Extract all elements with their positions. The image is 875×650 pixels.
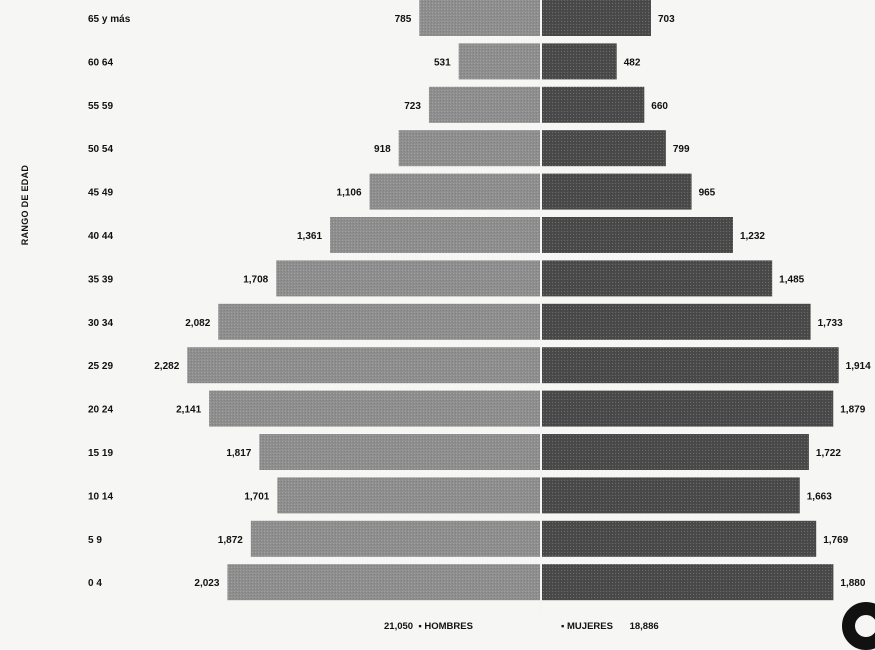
bar-mujeres-texture [542, 130, 666, 167]
bar-hombres-texture [187, 347, 541, 384]
tick-label: 5 9 [88, 535, 102, 546]
tick-label: 65 y más [88, 14, 131, 25]
bar-hombres-texture [428, 86, 540, 123]
legend-mujeres-swatch: ▪ [561, 621, 565, 632]
population-pyramid-chart: 65 y más 785 703 60 64 531 482 55 59 723 660 50 5… [88, 0, 872, 601]
legend-hombres-swatch: ▪ [415, 621, 422, 632]
data-label-mujeres: 1,914 [846, 361, 871, 372]
bar-hombres-texture [277, 477, 540, 514]
bar-mujeres-texture [542, 390, 834, 427]
data-label-mujeres: 799 [673, 144, 690, 155]
data-label-hombres: 1,708 [243, 274, 268, 285]
tick-label: 55 59 [88, 101, 113, 112]
bar-mujeres-texture [542, 477, 800, 514]
legend-hombres-label: HOMBRES [424, 621, 473, 632]
data-label-mujeres: 660 [651, 101, 668, 112]
bar-hombres-texture [227, 564, 540, 601]
bar-hombres-texture [276, 260, 540, 297]
tick-label: 35 39 [88, 274, 113, 285]
data-label-hombres: 785 [395, 14, 412, 25]
bar-mujeres-texture [542, 0, 651, 36]
data-label-hombres: 1,701 [244, 491, 269, 502]
tick-label: 45 49 [88, 188, 113, 199]
bar-mujeres-texture [542, 43, 617, 80]
bar-mujeres-texture [542, 303, 811, 340]
bar-hombres-texture [458, 43, 540, 80]
data-label-mujeres: 1,769 [823, 535, 848, 546]
tick-label: 0 4 [88, 578, 102, 589]
legend-mujeres-label: MUJERES [567, 621, 613, 632]
data-label-hombres: 2,282 [154, 361, 179, 372]
data-label-mujeres: 1,722 [816, 448, 841, 459]
data-label-mujeres: 1,663 [807, 491, 832, 502]
bar-mujeres-texture [542, 520, 817, 557]
tick-label: 40 44 [88, 231, 113, 242]
bar-hombres-texture [218, 303, 541, 340]
legend-hombres: 21,050 ▪ HOMBRES [384, 621, 473, 632]
tick-label: 25 29 [88, 361, 113, 372]
bar-mujeres-texture [542, 173, 692, 210]
bar-hombres-texture [330, 217, 540, 253]
bar-hombres-texture [419, 0, 540, 36]
tick-label: 20 24 [88, 405, 113, 416]
tick-label: 10 14 [88, 491, 113, 502]
data-label-mujeres: 1,485 [779, 274, 804, 285]
data-label-hombres: 1,361 [297, 231, 322, 242]
data-label-hombres: 1,817 [226, 448, 251, 459]
data-label-hombres: 918 [374, 144, 391, 155]
bar-mujeres-texture [542, 260, 773, 297]
data-label-hombres: 1,106 [337, 188, 362, 199]
bar-hombres-texture [209, 390, 540, 427]
bar-hombres-texture [398, 130, 540, 167]
tick-label: 50 54 [88, 144, 113, 155]
data-label-hombres: 2,141 [176, 405, 201, 416]
data-label-mujeres: 965 [699, 188, 716, 199]
bar-mujeres-texture [542, 347, 839, 384]
data-label-mujeres: 703 [658, 14, 675, 25]
data-label-hombres: 723 [404, 101, 421, 112]
y-axis-label: RANGO DE EDAD [20, 164, 30, 246]
bar-hombres-texture [259, 434, 540, 470]
tick-label: 60 64 [88, 57, 113, 68]
data-label-mujeres: 482 [624, 57, 641, 68]
data-label-hombres: 2,082 [185, 318, 210, 329]
bar-mujeres-texture [542, 434, 809, 470]
tick-label: 15 19 [88, 448, 113, 459]
data-label-mujeres: 1,733 [818, 318, 843, 329]
data-label-hombres: 2,023 [194, 578, 219, 589]
data-label-mujeres: 1,879 [840, 405, 865, 416]
legend-hombres-total: 21,050 [384, 621, 414, 632]
bar-mujeres-texture [542, 217, 733, 253]
data-label-hombres: 531 [434, 57, 451, 68]
bar-hombres-texture [369, 173, 540, 210]
legend-mujeres: ▪ MUJERES 18,886 [561, 621, 659, 632]
data-label-hombres: 1,872 [218, 535, 243, 546]
bar-mujeres-texture [542, 86, 645, 123]
data-label-mujeres: 1,880 [840, 578, 865, 589]
bar-hombres-texture [250, 520, 540, 557]
bar-mujeres-texture [542, 564, 834, 601]
legend-mujeres-total: 18,886 [629, 621, 659, 632]
data-label-mujeres: 1,232 [740, 231, 765, 242]
tick-label: 30 34 [88, 318, 113, 329]
